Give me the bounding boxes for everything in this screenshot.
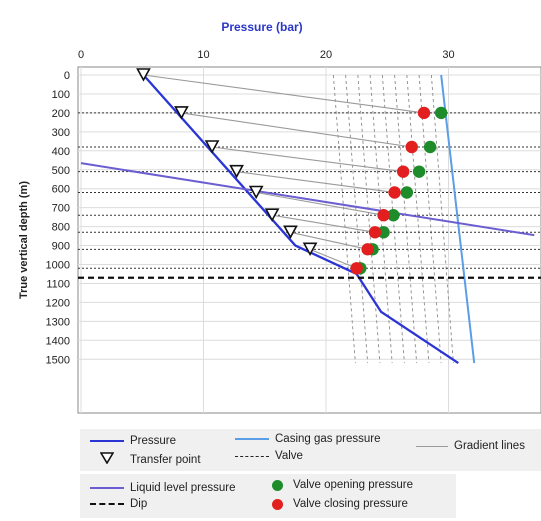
y-tick-label: 1200 (46, 297, 70, 309)
legend-swatch-liquid (90, 487, 124, 489)
y-tick-label: 1100 (46, 278, 70, 290)
y-tick-label: 1000 (46, 260, 70, 272)
legend-box-1: Pressure Casing gas pressure Gradient li… (80, 429, 541, 471)
y-tick-label: 1300 (46, 316, 70, 328)
legend-swatch-dip (90, 503, 124, 505)
legend-item-pressure: Pressure (90, 435, 176, 447)
valve-closing-point (368, 226, 382, 239)
y-tick-label: 400 (52, 146, 70, 158)
transfer-point (302, 242, 318, 257)
legend-item-transfer: Transfer point (90, 452, 201, 467)
transfer-point (204, 140, 220, 154)
transfer-point (264, 208, 280, 222)
legend-item-casing: Casing gas pressure (235, 433, 380, 445)
y-tick-label: 0 (64, 70, 70, 82)
y-tick-label: 900 (52, 241, 70, 253)
legend-swatch-casing (235, 438, 269, 440)
y-tick-label: 700 (52, 203, 70, 215)
legend-label-close: Valve closing pressure (293, 498, 408, 510)
gradient-lines (143, 74, 425, 269)
hatch-line (394, 74, 418, 364)
legend-label-valve: Valve (275, 450, 303, 462)
casing-gas-pressure-line (440, 74, 476, 364)
x-tick-label: 0 (78, 49, 84, 61)
legend-swatch-open (272, 479, 283, 491)
legend-swatch-gradient (416, 445, 448, 447)
legend-item-gradient: Gradient lines (416, 440, 525, 452)
valve-closing-point (388, 186, 401, 199)
gradient-line (181, 112, 412, 148)
valve-closing-point (350, 262, 363, 275)
legend-label-casing: Casing gas pressure (275, 433, 381, 445)
legend-item-liquid: Liquid level pressure (90, 482, 235, 494)
valve-opening-point (434, 106, 448, 120)
gradient-line (143, 74, 425, 114)
transfer-point (229, 164, 244, 179)
gradient-line (309, 248, 357, 269)
gradient-line (256, 191, 384, 216)
gradient-line (212, 146, 404, 173)
chart-title: Pressure (bar) (221, 20, 302, 34)
legend-label-liquid: Liquid level pressure (130, 482, 236, 494)
legend-label-pressure: Pressure (130, 435, 177, 447)
hatch-line (345, 74, 369, 364)
hatch-line (332, 74, 356, 364)
y-tick-label: 800 (52, 222, 70, 234)
chart-plot: Pressure (bar) 0 10 20 30 0 100 200 300 400 500 6… (18, 20, 541, 414)
legend-label-gradient: Gradient lines (454, 440, 525, 452)
y-tick-label: 100 (52, 89, 70, 101)
valve-lines (78, 112, 541, 269)
valve-opening-point (377, 226, 390, 239)
liquid-level-pressure-line (80, 162, 535, 237)
y-tick-label: 200 (52, 108, 70, 120)
valve-closing-point (361, 243, 374, 256)
triangle-down-icon (99, 452, 115, 465)
markers (136, 68, 448, 275)
legend-box-2: Liquid level pressure Valve opening pres… (80, 474, 456, 518)
gradient-line (290, 231, 368, 250)
gradient-line (236, 171, 395, 194)
x-tick-labels: 0 10 20 30 (78, 49, 455, 61)
legend-swatch-valve (235, 455, 269, 457)
transfer-point (136, 68, 151, 82)
legend-item-dip: Dip (90, 498, 147, 510)
hatch-line (430, 74, 454, 364)
y-tick-label: 300 (52, 127, 70, 139)
valve-closing-point (396, 165, 410, 178)
valve-closing-point (417, 106, 431, 120)
valve-opening-point (387, 209, 400, 222)
transfer-point (283, 225, 298, 239)
legend-label-dip: Dip (130, 498, 148, 510)
legend-item-valve: Valve (235, 450, 303, 462)
legend-swatch-transfer (90, 452, 124, 467)
transfer-point (248, 185, 264, 200)
transfer-point (174, 106, 189, 120)
hatch-line (406, 74, 430, 364)
valve-opening-point (400, 186, 414, 199)
x-tick-label: 10 (197, 49, 209, 61)
plot-area (77, 66, 541, 414)
valve-closing-point (405, 140, 418, 154)
legend-swatch-pressure (90, 440, 124, 442)
y-tick-label: 1500 (46, 354, 70, 366)
x-tick-label: 20 (320, 49, 332, 61)
hatch-line (357, 74, 381, 364)
y-tick-labels: 0 100 200 300 400 500 600 700 800 900 1000 1100 1200… (46, 70, 70, 366)
legend-item-open: Valve opening pressure (266, 479, 413, 491)
legend-label-open: Valve opening pressure (293, 479, 413, 491)
x-tick-label: 30 (442, 49, 454, 61)
legend-swatch-close (272, 498, 283, 510)
y-tick-label: 500 (52, 165, 70, 177)
y-tick-label: 600 (52, 184, 70, 196)
gradient-line (272, 214, 376, 233)
legend-label-transfer: Transfer point (130, 453, 201, 466)
valve-opening-point (423, 140, 437, 154)
valve-opening-point (412, 165, 426, 178)
y-tick-label: 1400 (46, 335, 70, 347)
grid-lines (78, 67, 541, 413)
legend-item-close: Valve closing pressure (266, 498, 408, 510)
valve-closing-point (377, 209, 390, 222)
y-axis-label: True vertical depth (m) (18, 181, 30, 299)
